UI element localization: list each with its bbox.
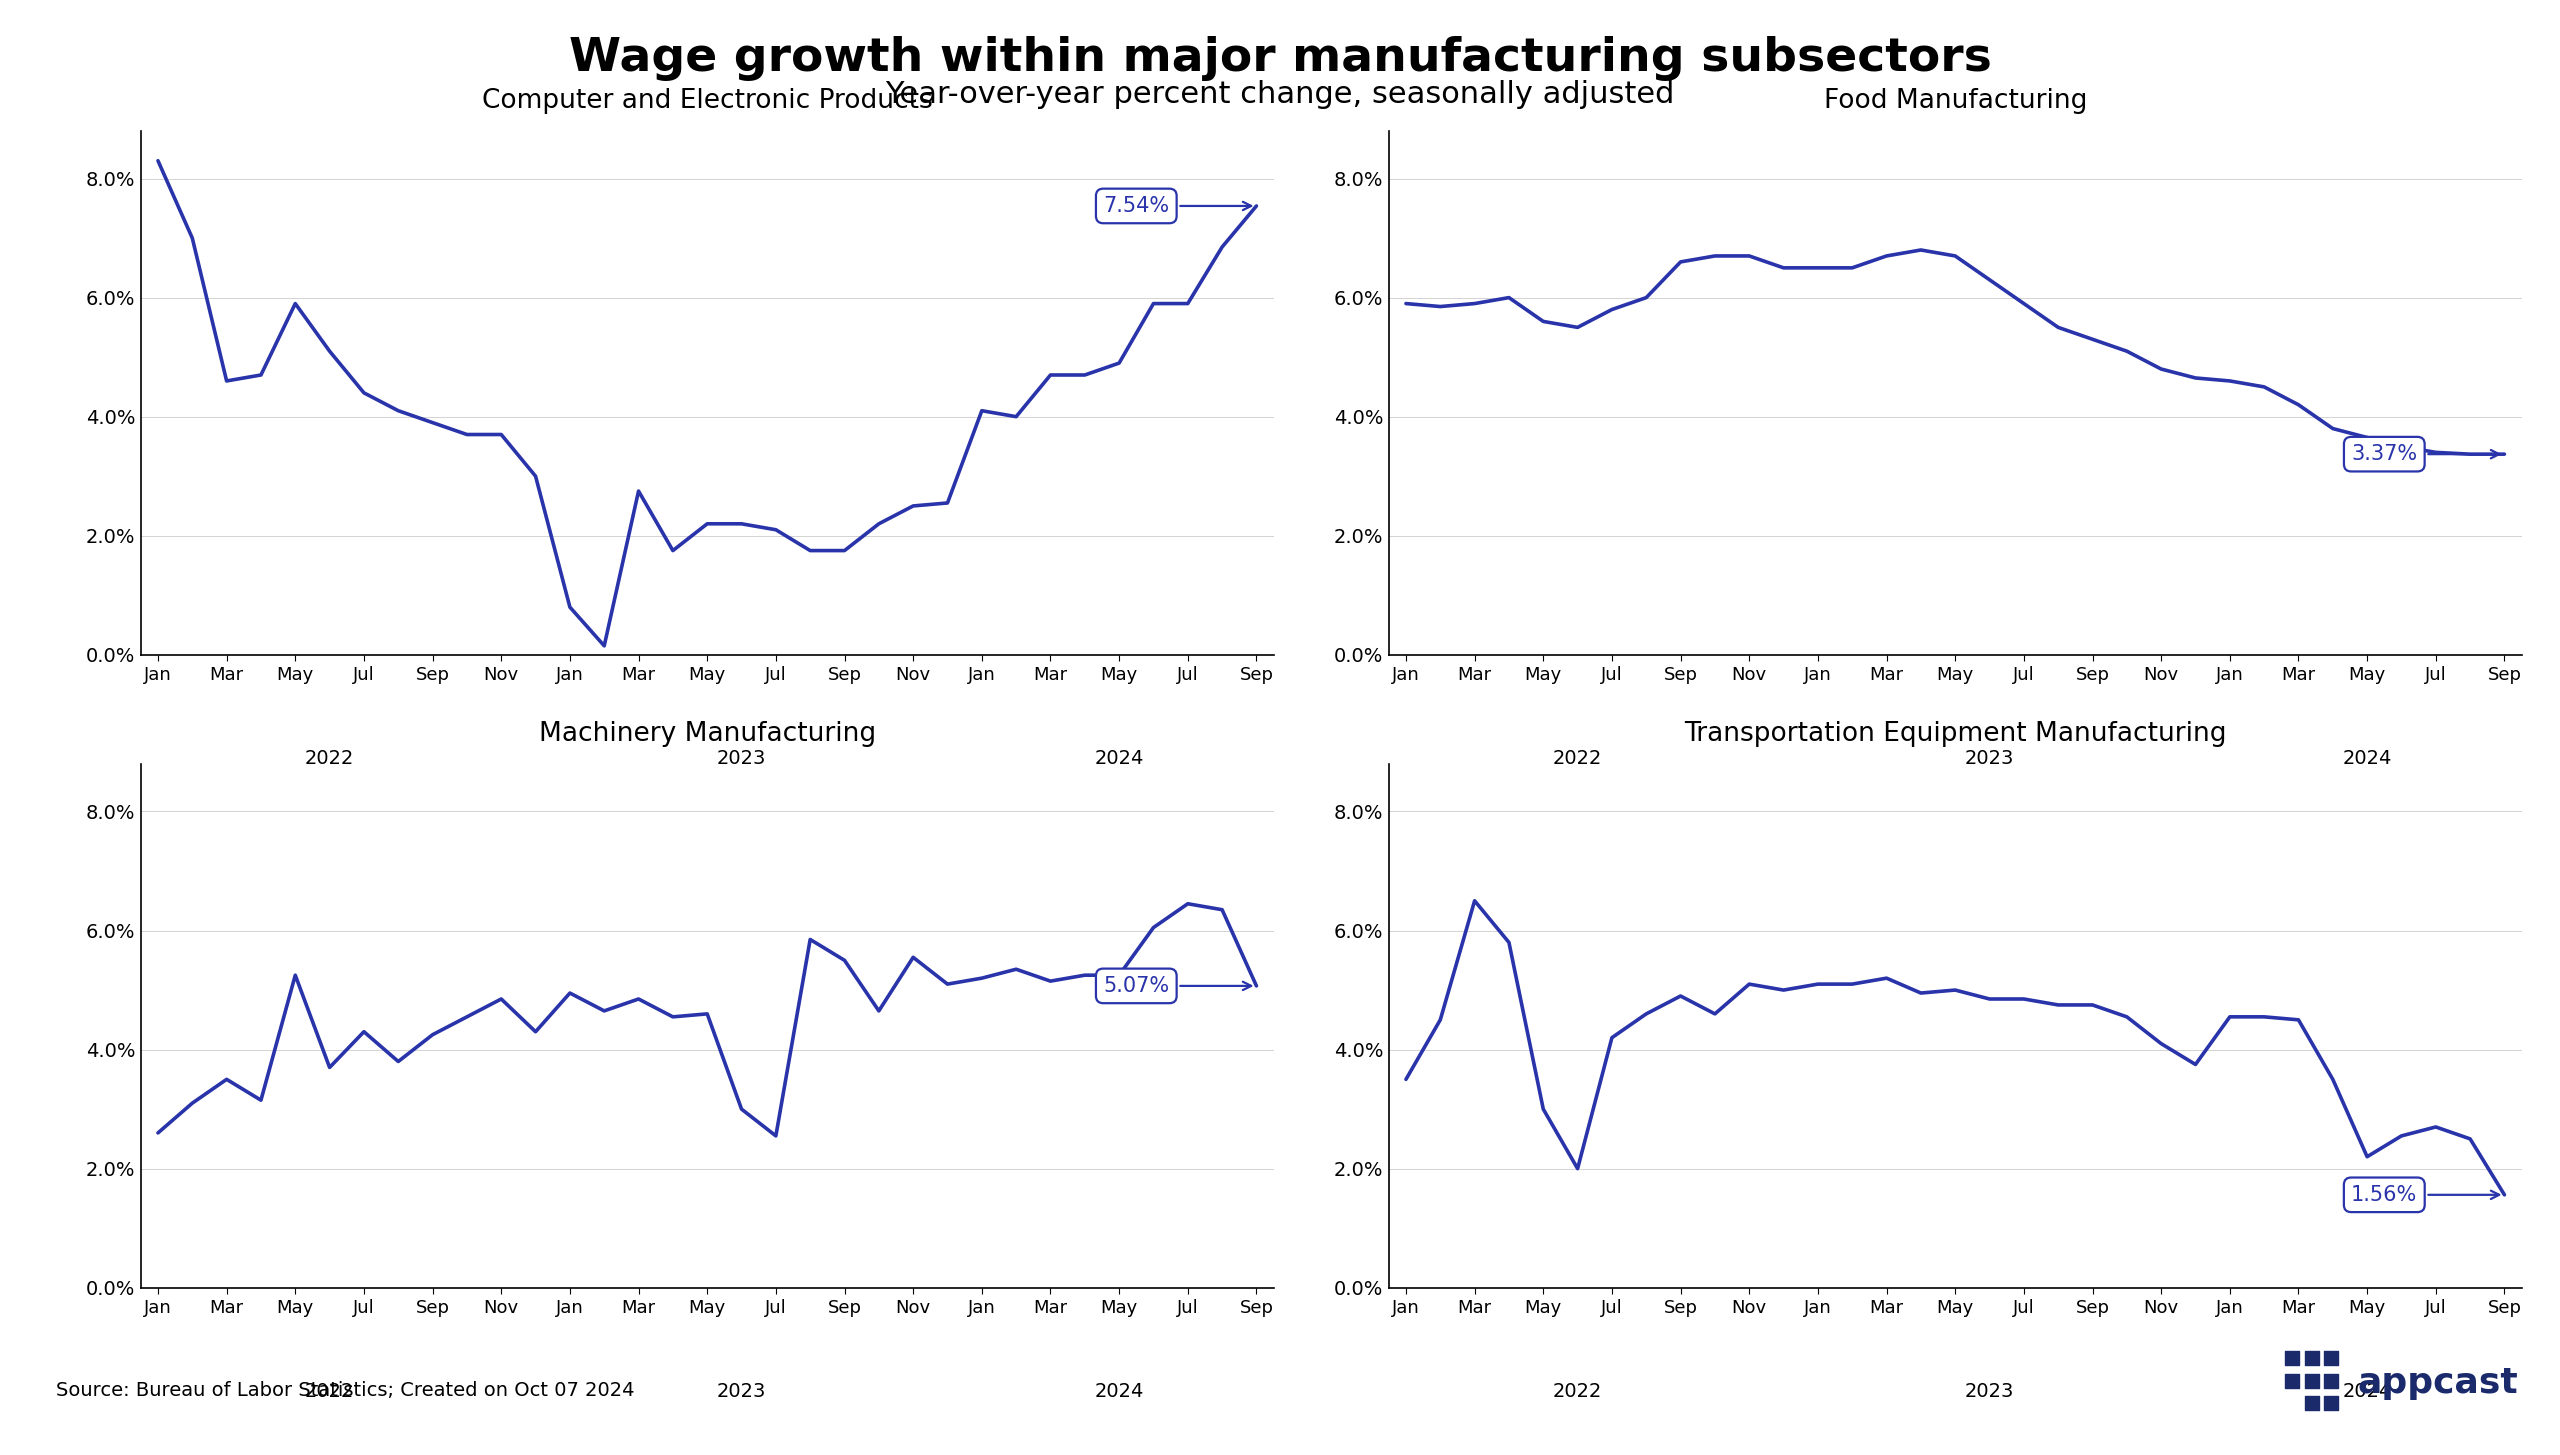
Text: 5.07%: 5.07% bbox=[1103, 976, 1252, 995]
Text: appcast: appcast bbox=[2358, 1366, 2519, 1400]
Text: 2022: 2022 bbox=[305, 1382, 353, 1401]
Point bbox=[2273, 1369, 2314, 1392]
Text: 2023: 2023 bbox=[1966, 749, 2015, 768]
Text: 1.56%: 1.56% bbox=[2350, 1184, 2499, 1205]
Text: 2022: 2022 bbox=[305, 749, 353, 768]
Text: Year-over-year percent change, seasonally adjusted: Year-over-year percent change, seasonall… bbox=[886, 80, 1674, 109]
Point bbox=[2291, 1369, 2332, 1392]
Text: 2022: 2022 bbox=[1554, 749, 1603, 768]
Text: 7.54%: 7.54% bbox=[1103, 196, 1252, 215]
Text: 2024: 2024 bbox=[2342, 749, 2391, 768]
Point bbox=[2291, 1347, 2332, 1371]
Text: 2022: 2022 bbox=[1554, 1382, 1603, 1401]
Point bbox=[2312, 1347, 2353, 1371]
Text: 2023: 2023 bbox=[1966, 1382, 2015, 1401]
Text: Transportation Equipment Manufacturing: Transportation Equipment Manufacturing bbox=[1684, 720, 2227, 746]
Point bbox=[2291, 1391, 2332, 1414]
Point bbox=[2273, 1347, 2314, 1371]
Text: Computer and Electronic Products: Computer and Electronic Products bbox=[481, 87, 932, 113]
Text: 2023: 2023 bbox=[717, 749, 765, 768]
Text: Source: Bureau of Labor Statistics; Created on Oct 07 2024: Source: Bureau of Labor Statistics; Crea… bbox=[56, 1381, 635, 1400]
Text: 2024: 2024 bbox=[1096, 749, 1144, 768]
Point bbox=[2312, 1369, 2353, 1392]
Text: Machinery Manufacturing: Machinery Manufacturing bbox=[538, 720, 876, 746]
Text: 2024: 2024 bbox=[1096, 1382, 1144, 1401]
Point bbox=[2312, 1391, 2353, 1414]
Text: Wage growth within major manufacturing subsectors: Wage growth within major manufacturing s… bbox=[568, 36, 1992, 81]
Text: Food Manufacturing: Food Manufacturing bbox=[1823, 87, 2086, 113]
Text: 2024: 2024 bbox=[2342, 1382, 2391, 1401]
Text: 3.37%: 3.37% bbox=[2350, 444, 2499, 464]
Text: 2023: 2023 bbox=[717, 1382, 765, 1401]
